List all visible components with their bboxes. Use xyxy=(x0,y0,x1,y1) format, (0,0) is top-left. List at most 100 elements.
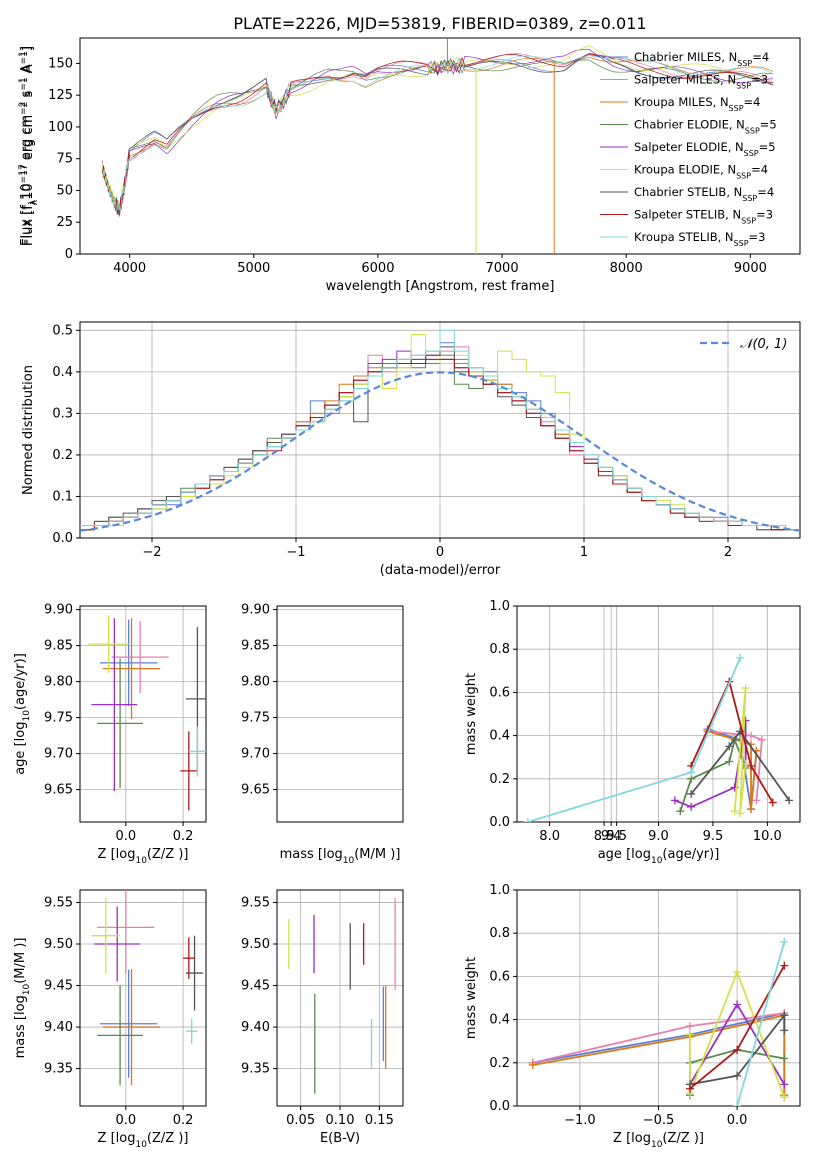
legend-entry: Salpeter MILES, NSSP=3 xyxy=(634,73,768,91)
label-part: (M/M xyxy=(354,847,386,862)
y-tick-label: 9.70 xyxy=(241,747,270,762)
y-tick-label: 9.50 xyxy=(241,937,270,952)
y-tick-label: 9.65 xyxy=(44,783,73,798)
legend-count: =4 xyxy=(752,50,769,64)
legend-name: Kroupa STELIB, N xyxy=(634,230,734,244)
label-part: −1 xyxy=(20,51,30,64)
y-tick-label: 9.55 xyxy=(241,895,270,910)
mass-weight-line xyxy=(736,941,786,1106)
label-part: −17 xyxy=(20,164,30,183)
label-part: 10 xyxy=(21,183,36,200)
y-tick-label: 9.90 xyxy=(44,603,73,618)
plot-area xyxy=(288,898,396,1094)
mass-weight-line xyxy=(733,688,747,814)
point-marker xyxy=(733,1000,742,1009)
point-marker xyxy=(780,937,789,946)
y-tick-label: 9.80 xyxy=(241,675,270,690)
point-marker xyxy=(733,1045,742,1054)
point-marker xyxy=(725,757,734,766)
point-marker xyxy=(741,759,750,768)
legend-entry: Salpeter STELIB, NSSP=3 xyxy=(634,208,773,226)
x-tick-label: −2 xyxy=(142,545,161,560)
mass-weight-line xyxy=(527,657,741,822)
legend-sub: SSP xyxy=(742,194,757,203)
legend-count: =3 xyxy=(751,73,768,87)
legend-name: Salpeter MILES, N xyxy=(634,73,736,87)
point-marker xyxy=(685,1084,694,1093)
legend-count: =4 xyxy=(757,185,774,199)
x-tick-label: 9000 xyxy=(734,261,767,276)
label-part: 10 xyxy=(651,1140,663,1150)
x-tick-label: 0.10 xyxy=(326,1113,355,1128)
x-tick-label: 10.0 xyxy=(753,829,782,844)
label-part: 10 xyxy=(22,710,32,722)
mass-weight-line xyxy=(689,1012,786,1086)
y-tick-label: 0.5 xyxy=(52,323,73,338)
axes-frame xyxy=(276,605,404,823)
y-tick-label: 50 xyxy=(56,183,73,198)
panel-7: −1.0 −0.5 0.0 0.0 0.2 0.4 0.6 0.8 1.0 Z [log10(Z/… xyxy=(464,883,801,1150)
y-tick-label: 0.3 xyxy=(52,406,73,421)
label-part: (age/yr)] xyxy=(13,653,28,710)
legend-sub: SSP xyxy=(737,59,752,68)
x-tick-label: −1 xyxy=(286,545,305,560)
point-marker xyxy=(785,796,794,805)
y-tick-label: 9.85 xyxy=(44,639,73,654)
y-axis-label: Flux [fλ10−17 erg cm−2 s−1 A−1] xyxy=(20,46,40,246)
label-part: mass [log xyxy=(280,847,343,862)
spectrum-line xyxy=(102,57,774,215)
label-part: −1 xyxy=(20,77,30,90)
y-tick-label: 9.45 xyxy=(44,979,73,994)
x-tick-label: −1.0 xyxy=(564,1113,596,1128)
panel-0: 4000 5000 6000 7000 8000 9000 0 25 50 75 100 125 150… xyxy=(18,37,801,294)
label-part: age [log xyxy=(598,847,651,862)
spectrum-line xyxy=(101,45,774,216)
y-tick-label: 9.65 xyxy=(241,783,270,798)
point-marker xyxy=(747,805,756,814)
x-tick-label: 9.5 xyxy=(703,829,724,844)
y-tick-label: 0.6 xyxy=(489,685,510,700)
histogram-step xyxy=(80,329,800,531)
plot-area xyxy=(523,653,794,822)
x-tick-label: 0.0 xyxy=(115,1113,136,1128)
y-tick-label: 0.8 xyxy=(489,926,510,941)
y-tick-label: 9.35 xyxy=(44,1062,73,1077)
point-marker xyxy=(725,742,734,751)
mass-weight-line xyxy=(689,969,786,1098)
legend-sub: SSP xyxy=(736,81,751,90)
legend-count: =4 xyxy=(751,163,768,177)
point-marker xyxy=(757,735,766,744)
y-tick-label: 75 xyxy=(56,152,73,167)
point-marker xyxy=(780,1093,789,1102)
legend-name: Salpeter ELODIE, N xyxy=(634,140,744,154)
x-axis-label: age [log10(age/yr)] xyxy=(598,847,720,866)
label-part: −1 xyxy=(18,51,28,64)
spectrum-line xyxy=(102,54,774,212)
legend-entry: Salpeter ELODIE, NSSP=5 xyxy=(634,140,776,158)
axes-frame xyxy=(79,889,207,1107)
point-marker xyxy=(736,809,745,818)
label-part: λ xyxy=(28,199,38,205)
x-axis-label: Z [log10(Z/Z )] xyxy=(98,847,189,866)
point-marker xyxy=(747,731,756,740)
panel-3: 9.49.5 9.65 9.70 9.75 9.80 9.85 9.90 mass [log1… xyxy=(241,603,627,866)
label-part: Flux [f xyxy=(19,205,34,246)
y-tick-label: 9.75 xyxy=(44,711,73,726)
point-marker xyxy=(780,1026,789,1035)
legend-sub: SSP xyxy=(745,126,760,135)
panels: 4000 5000 6000 7000 8000 90000255075100125150… xyxy=(13,37,801,1150)
label-part: −2 xyxy=(20,102,30,115)
label-part: age [log xyxy=(13,722,28,775)
x-axis-label: E(B-V) xyxy=(320,1131,360,1146)
y-tick-label: 9.40 xyxy=(241,1020,270,1035)
legend-sub: SSP xyxy=(744,149,759,158)
label-part: Z [log xyxy=(98,1131,136,1146)
y-axis-label: Flux [fλ10−17 erg cm−2 s−1 A−1] xyxy=(18,46,38,246)
point-marker xyxy=(687,789,696,798)
x-tick-label: 0.0 xyxy=(115,829,136,844)
axes-frame xyxy=(79,37,801,255)
y-tick-label: 0 xyxy=(65,247,73,262)
label-part: 10 xyxy=(22,983,32,995)
spectrum-line xyxy=(101,48,774,215)
